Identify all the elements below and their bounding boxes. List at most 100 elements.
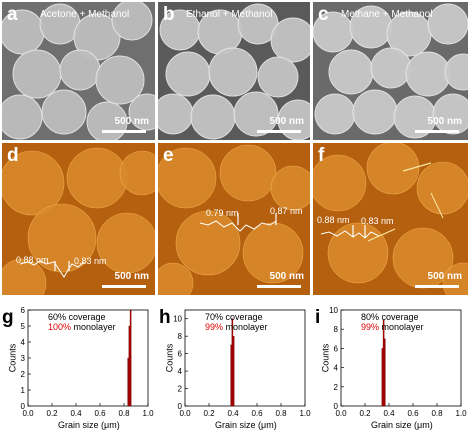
- x-tick-label: 0.2: [203, 409, 215, 418]
- y-tick-label: 2: [21, 370, 26, 379]
- histogram-bar: [230, 344, 232, 407]
- x-tick-label: 0.4: [227, 409, 239, 418]
- x-tick-label: 0.0: [335, 409, 347, 418]
- sem-grains-b: [158, 2, 310, 140]
- x-tick-label: 1.0: [142, 409, 154, 418]
- panel-label-e: e: [163, 145, 174, 166]
- legend-g: 60% coverage 100% monolayer: [48, 312, 116, 332]
- histogram-bar: [382, 319, 385, 407]
- step-height-f-1: 0.88 nm: [317, 215, 350, 225]
- scale-text-a: 500 nm: [114, 116, 149, 127]
- sem-caption-b: Ethanol + Methanol: [186, 9, 273, 20]
- panel-label-d: d: [7, 145, 19, 166]
- step-height-d-2: 0.83 nm: [74, 256, 107, 266]
- x-tick-label: 0.8: [275, 409, 287, 418]
- scale-bar-c: [415, 130, 459, 133]
- y-tick-label: 4: [21, 338, 26, 347]
- histogram-bar: [129, 309, 132, 407]
- histogram-h: h Counts 0.0 0.2 0.4 0.6 0.8 1.0 0 2 4 6 8 10 70% c…: [157, 298, 313, 435]
- histogram-plot-i: 0.0 0.2 0.4 0.6 0.8 1.0 0 2 4 6 8 10: [329, 306, 467, 418]
- sem-panel-b: b Ethanol + Methanol 500 nm: [158, 2, 310, 140]
- step-height-e-2: 0.87 nm: [270, 206, 303, 216]
- panel-label-i: i: [315, 307, 321, 328]
- y-tick-label: 2: [334, 383, 339, 392]
- monolayer-text-g: 100% monolayer: [48, 322, 116, 332]
- panel-label-a: a: [7, 4, 18, 25]
- scale-text-d: 500 nm: [114, 271, 149, 282]
- histogram-plot-g: 0.0 0.2 0.4 0.6 0.8 1.0 0 1 2 3 4 5 6: [21, 306, 155, 418]
- x-tick-label: 0.0: [179, 409, 191, 418]
- sem-caption-a: Acetone + Methanol: [40, 9, 130, 20]
- scale-text-f: 500 nm: [427, 271, 462, 282]
- legend-i: 80% coverage 99% monolayer: [361, 312, 424, 332]
- histogram-bar: [384, 338, 386, 407]
- afm-grains-d: [2, 143, 155, 295]
- y-tick-label: 6: [178, 350, 183, 359]
- x-tick-label: 0.6: [251, 409, 263, 418]
- scale-text-e: 500 nm: [269, 271, 304, 282]
- histogram-bar: [232, 336, 235, 407]
- coverage-text-g: 60% coverage: [48, 312, 106, 322]
- x-axis-label-i: Grain size (μm): [371, 420, 433, 430]
- afm-panel-e: e 0.79 nm 0.87 nm 500 nm: [158, 143, 310, 295]
- y-tick-label: 5: [21, 322, 26, 331]
- legend-h: 70% coverage 99% monolayer: [205, 312, 268, 332]
- scale-bar-f: [415, 285, 459, 288]
- y-tick-label: 6: [21, 306, 26, 315]
- scale-bar-b: [257, 130, 301, 133]
- y-tick-label: 8: [178, 332, 183, 341]
- panel-label-g: g: [2, 307, 14, 328]
- y-tick-label: 4: [334, 364, 339, 373]
- x-tick-label: 0.2: [359, 409, 371, 418]
- x-tick-label: 0.4: [383, 409, 395, 418]
- y-tick-label: 0: [334, 402, 339, 411]
- x-axis-label-g: Grain size (μm): [58, 420, 120, 430]
- histogram-g: g Counts 0.0 0.2 0.4 0.6 0.8 1.0 0 1 2 3 4 5 6 60% c…: [0, 298, 156, 435]
- scale-text-c: 500 nm: [427, 116, 462, 127]
- x-tick-label: 0.2: [46, 409, 58, 418]
- y-tick-label: 10: [329, 306, 338, 315]
- step-height-d-1: 0.88 nm: [16, 255, 49, 265]
- x-tick-label: 0.4: [70, 409, 82, 418]
- panel-label-b: b: [163, 4, 175, 25]
- monolayer-text-h: 99% monolayer: [205, 322, 268, 332]
- afm-grains-f: [313, 143, 468, 295]
- x-axis-label-h: Grain size (μm): [215, 420, 277, 430]
- height-profile-d: [19, 260, 85, 278]
- y-tick-label: 10: [173, 315, 182, 324]
- afm-panel-d: d 0.88 nm 0.83 nm 500 nm: [2, 143, 155, 295]
- panel-label-f: f: [318, 145, 325, 166]
- panel-label-h: h: [159, 307, 171, 328]
- sem-caption-c: Methane + Methanol: [341, 9, 433, 20]
- scale-text-b: 500 nm: [269, 116, 304, 127]
- x-tick-label: 1.0: [455, 409, 467, 418]
- y-tick-label: 6: [334, 344, 339, 353]
- x-tick-label: 0.8: [118, 409, 130, 418]
- step-height-f-2: 0.83 nm: [361, 216, 394, 226]
- x-tick-label: 0.6: [407, 409, 419, 418]
- height-profile-f: [320, 162, 444, 242]
- x-tick-label: 0.0: [22, 409, 34, 418]
- scale-bar-a: [102, 130, 146, 133]
- scale-bar-d: [102, 285, 146, 288]
- panel-label-c: c: [318, 4, 329, 25]
- y-tick-label: 2: [178, 385, 183, 394]
- histogram-plot-h: 0.0 0.2 0.4 0.6 0.8 1.0 0 2 4 6 8 10: [173, 309, 311, 418]
- coverage-text-h: 70% coverage: [205, 312, 263, 322]
- histogram-bar: [127, 357, 129, 407]
- monolayer-pct-g: 100%: [48, 322, 72, 332]
- height-profile-e: [199, 213, 277, 232]
- step-height-e-1: 0.79 nm: [206, 208, 239, 218]
- coverage-text-i: 80% coverage: [361, 312, 419, 322]
- x-tick-label: 1.0: [299, 409, 311, 418]
- monolayer-pct-i: 99%: [361, 322, 380, 332]
- monolayer-text-i: 99% monolayer: [361, 322, 424, 332]
- sem-panel-c: c Methane + Methanol 500 nm: [313, 2, 468, 140]
- y-tick-label: 4: [178, 367, 183, 376]
- histogram-bar: [381, 348, 384, 407]
- plot-frame: [184, 309, 306, 407]
- histogram-i: i Counts 0.0 0.2 0.4 0.6 0.8 1.0 0 2 4 6 8 10 80% c…: [313, 298, 469, 435]
- afm-panel-f: f 0.88 nm 0.83 nm 500 nm: [313, 143, 468, 295]
- afm-grains-e: [158, 143, 310, 295]
- scale-bar-e: [257, 285, 301, 288]
